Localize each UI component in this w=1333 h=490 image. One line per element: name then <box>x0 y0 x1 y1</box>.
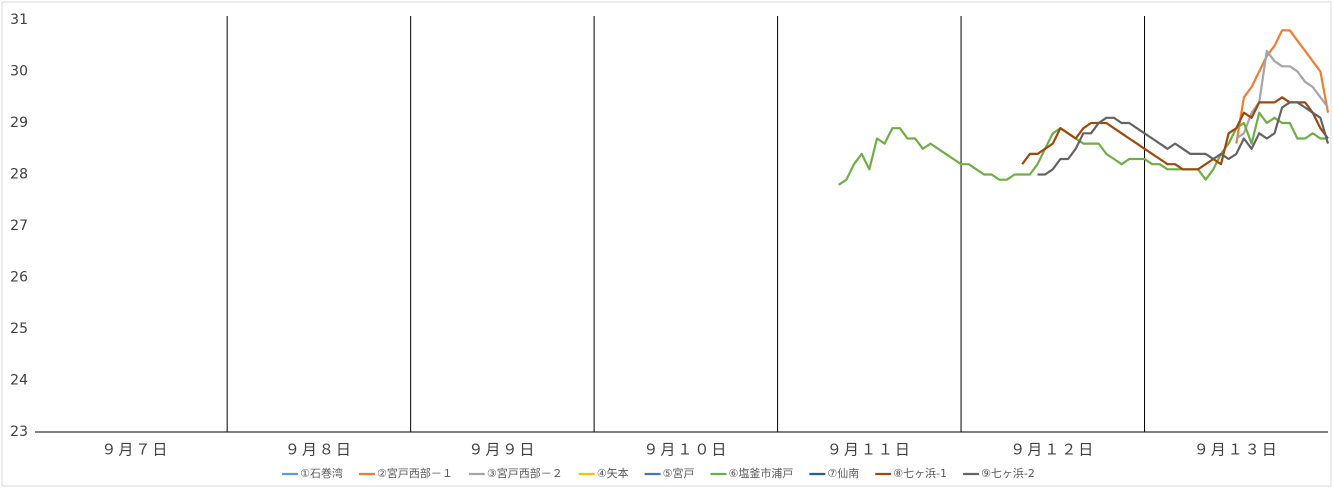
series-line <box>1037 101 1330 176</box>
legend-label: ⑧七ヶ浜-1 <box>893 467 947 480</box>
y-tick-label: 24 <box>10 373 28 389</box>
legend-label: ①石巻湾 <box>300 466 343 480</box>
x-tick-label: ９月１２日 <box>1010 441 1095 459</box>
x-tick-label: ９月８日 <box>285 441 353 459</box>
x-tick-label: ９月１０日 <box>643 441 728 459</box>
y-tick-label: 23 <box>10 424 28 440</box>
x-tick-label: ９月９日 <box>468 441 536 459</box>
y-tick-label: 26 <box>10 270 28 286</box>
series-line <box>1235 29 1330 144</box>
legend-label: ⑥塩釜市浦戸 <box>728 466 793 480</box>
y-tick-label: 27 <box>10 218 28 234</box>
y-tick-label: 25 <box>10 321 28 337</box>
series-line <box>1021 96 1329 171</box>
legend-label: ⑨七ヶ浜-2 <box>981 467 1035 480</box>
x-tick-label: ９月７日 <box>101 441 169 459</box>
series-line <box>838 111 1328 186</box>
y-tick-label: 28 <box>10 167 28 183</box>
legend-label: ②宮戸西部－１ <box>377 466 453 480</box>
series-line <box>1235 49 1329 140</box>
x-tick-label: ９月１３日 <box>1194 441 1279 459</box>
legend-label: ⑤宮戸 <box>663 466 695 480</box>
y-tick-label: 30 <box>10 64 28 80</box>
legend-label: ③宮戸西部－２ <box>487 466 563 480</box>
legend-label: ④矢本 <box>597 466 629 480</box>
x-tick-label: ９月１１日 <box>827 441 912 459</box>
y-tick-label: 29 <box>10 115 28 131</box>
y-tick-label: 31 <box>10 12 28 28</box>
legend-label: ⑦仙南 <box>827 467 859 480</box>
